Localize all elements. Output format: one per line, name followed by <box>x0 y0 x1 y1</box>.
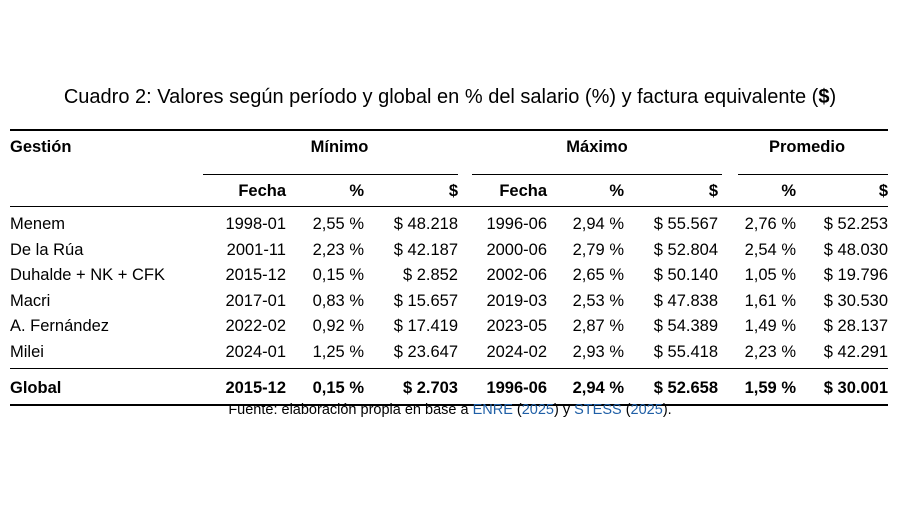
cell-prom-usd: $ 42.291 <box>823 343 888 361</box>
cell-max-fecha: 2024-02 <box>486 343 547 361</box>
cell-min-usd: $ 48.218 <box>393 215 458 233</box>
cell-min-fecha: 2024-01 <box>225 343 286 361</box>
cell-prom-usd: $ 19.796 <box>823 266 888 285</box>
global-min-pct: 0,15 % <box>312 379 364 397</box>
cell-gestion: Milei <box>10 343 44 361</box>
global-gestion: Global <box>10 379 62 397</box>
cell-gestion: Menem <box>10 215 66 233</box>
subheader-min-usd: $ <box>448 182 458 200</box>
ref-enre-year-link[interactable]: 2025 <box>521 402 554 418</box>
ref-enre-link[interactable]: ENRE <box>472 402 513 418</box>
bottom-rule <box>10 404 888 406</box>
cell-max-pct: 2,65 % <box>572 266 624 285</box>
global-min-usd: $ 2.703 <box>402 379 458 397</box>
header-promedio: Promedio <box>768 138 846 156</box>
cell-gestion: Duhalde + NK + CFK <box>10 266 165 285</box>
cell-max-fecha: 2000-06 <box>486 240 547 259</box>
subheader-prom-usd: $ <box>878 182 888 200</box>
header-gestion: Gestión <box>10 138 72 156</box>
header-bottom-rule <box>10 206 888 207</box>
cell-max-usd: $ 52.804 <box>653 240 718 259</box>
ref-stess-year-link[interactable]: 2025 <box>630 402 663 418</box>
maximo-group-rule <box>472 174 722 175</box>
cell-max-usd: $ 50.140 <box>653 266 718 285</box>
cell-max-pct: 2,94 % <box>572 215 624 233</box>
cell-prom-pct: 1,05 % <box>744 266 796 285</box>
cell-min-usd: $ 42.187 <box>393 240 458 259</box>
cell-prom-usd: $ 28.137 <box>823 317 888 336</box>
cell-min-pct: 2,55 % <box>312 215 364 233</box>
header-minimo: Mínimo <box>310 138 369 156</box>
cell-max-fecha: 2023-05 <box>486 317 547 336</box>
ref-enre-open: ( <box>512 402 522 418</box>
cell-prom-pct: 2,76 % <box>744 215 796 233</box>
cell-max-usd: $ 54.389 <box>653 317 718 336</box>
ref-stess-link[interactable]: STESS <box>574 402 622 418</box>
ref-enre-close: ) y <box>554 402 575 418</box>
top-rule <box>10 129 888 131</box>
cell-max-usd: $ 47.838 <box>653 291 718 310</box>
cell-min-pct: 0,83 % <box>312 291 364 310</box>
cell-max-fecha: 1996-06 <box>486 215 547 233</box>
caption-text: Cuadro 2: Valores según período y global… <box>63 86 819 108</box>
cell-prom-pct: 2,23 % <box>744 343 796 361</box>
cell-prom-pct: 2,54 % <box>744 240 796 259</box>
cell-min-fecha: 2015-12 <box>225 266 286 285</box>
subheader-max-usd: $ <box>708 182 718 200</box>
table-caption: Cuadro 2: Valores según período y global… <box>10 86 890 109</box>
cell-min-pct: 0,15 % <box>312 266 364 285</box>
cell-prom-pct: 1,61 % <box>744 291 796 310</box>
global-top-rule <box>10 368 888 369</box>
cell-prom-usd: $ 52.253 <box>823 215 888 233</box>
cell-min-usd: $ 2.852 <box>402 266 458 285</box>
subheader-max-pct: % <box>609 182 624 200</box>
cell-max-pct: 2,79 % <box>572 240 624 259</box>
cell-max-fecha: 2019-03 <box>486 291 547 310</box>
global-prom-usd: $ 30.001 <box>823 379 888 397</box>
cell-min-fecha: 1998-01 <box>225 215 286 233</box>
cell-max-fecha: 2002-06 <box>486 266 547 285</box>
cell-prom-pct: 1,49 % <box>744 317 796 336</box>
caption-currency-symbol: $ <box>818 86 830 108</box>
subheader-prom-pct: % <box>781 182 796 200</box>
cell-min-usd: $ 23.647 <box>393 343 458 361</box>
cell-max-pct: 2,53 % <box>572 291 624 310</box>
cell-min-pct: 1,25 % <box>312 343 364 361</box>
cell-min-fecha: 2001-11 <box>226 240 286 259</box>
ref-stess-close: ). <box>662 402 672 418</box>
cell-max-usd: $ 55.418 <box>653 343 718 361</box>
source-note: Fuente: elaboración propia en base a ENR… <box>0 402 900 418</box>
cell-min-pct: 2,23 % <box>312 240 364 259</box>
header-maximo: Máximo <box>566 138 628 156</box>
minimo-group-rule <box>203 174 458 175</box>
ref-stess-open: ( <box>621 402 631 418</box>
cell-min-fecha: 2022-02 <box>225 317 286 336</box>
cell-min-pct: 0,92 % <box>312 317 364 336</box>
subheader-min-fecha: Fecha <box>238 182 286 200</box>
global-min-fecha: 2015-12 <box>225 379 286 397</box>
source-prefix: Fuente: elaboración propia en base a <box>228 402 473 418</box>
global-max-usd: $ 52.658 <box>653 379 718 397</box>
caption-close: ) <box>829 86 837 108</box>
subheader-min-pct: % <box>349 182 364 200</box>
cell-min-usd: $ 17.419 <box>393 317 458 336</box>
global-prom-pct: 1,59 % <box>744 379 796 397</box>
global-max-pct: 2,94 % <box>572 379 624 397</box>
cell-min-usd: $ 15.657 <box>393 291 458 310</box>
cell-gestion: Macri <box>10 291 51 310</box>
promedio-group-rule <box>738 174 888 175</box>
subheader-max-fecha: Fecha <box>499 182 547 200</box>
cell-max-usd: $ 55.567 <box>653 215 718 233</box>
cell-max-pct: 2,93 % <box>572 343 624 361</box>
cell-min-fecha: 2017-01 <box>225 291 286 310</box>
cell-gestion: A. Fernández <box>10 317 110 336</box>
cell-prom-usd: $ 30.530 <box>823 291 888 310</box>
cell-gestion: De la Rúa <box>10 240 84 259</box>
cell-max-pct: 2,87 % <box>572 317 624 336</box>
cell-prom-usd: $ 48.030 <box>823 240 888 259</box>
global-max-fecha: 1996-06 <box>486 379 547 397</box>
